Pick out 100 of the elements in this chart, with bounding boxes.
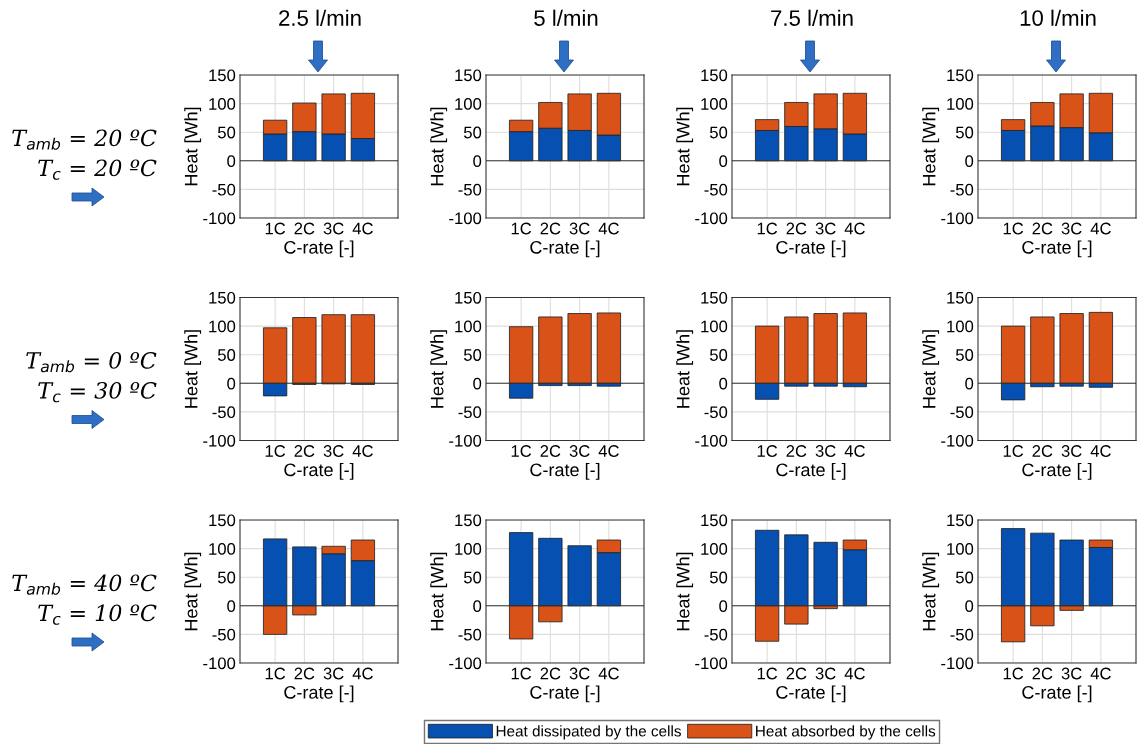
x-tick-label: 3C: [815, 445, 836, 457]
x-tick-label: 4C: [598, 222, 619, 235]
y-tick-label: -50: [212, 628, 236, 641]
x-tick-label: 3C: [323, 222, 344, 235]
y-tick-label: 50: [955, 349, 974, 361]
x-tick-label: 2C: [1032, 222, 1053, 235]
x-tick-label: 1C: [265, 667, 286, 680]
y-tick-label: 0: [473, 155, 482, 167]
legend-label: Heat absorbed by the cells: [756, 725, 936, 740]
x-tick-label: 2C: [786, 222, 807, 235]
x-axis-title: C-rate [-]: [284, 240, 354, 258]
x-tick-label: 3C: [1061, 222, 1082, 235]
y-tick-label: -100: [695, 212, 728, 225]
y-tick-label: -100: [941, 657, 974, 670]
y-tick-label: 150: [947, 291, 974, 304]
y-tick-label: 150: [701, 69, 728, 82]
x-tick-label: 1C: [1003, 445, 1024, 457]
chart-title: 10 l/min: [1020, 9, 1096, 26]
x-tick-label: 1C: [511, 222, 532, 235]
x-axis-title: C-rate [-]: [284, 685, 354, 703]
y-axis-title: Heat [Wh]: [676, 107, 694, 186]
y-tick-label: -50: [704, 628, 728, 641]
x-tick-label: 1C: [265, 222, 286, 235]
y-tick-label: 150: [701, 514, 728, 527]
chart-title: 2.5 l/min: [279, 9, 361, 26]
chart-title: 7.5 l/min: [771, 9, 853, 26]
x-tick-label: 1C: [757, 445, 778, 457]
y-tick-label: 0: [965, 377, 974, 390]
y-tick-label: 150: [209, 291, 236, 304]
x-tick-label: 1C: [757, 222, 778, 235]
x-axis-title: C-rate [-]: [1022, 462, 1092, 480]
y-tick-label: 150: [947, 69, 974, 82]
y-tick-label: 0: [227, 155, 236, 167]
y-axis-title: Heat [Wh]: [430, 330, 448, 408]
text: T$_{amb}$ = 0 ºC: [26, 351, 157, 373]
text: T$_{c}$ = 20 ºC: [38, 159, 157, 180]
y-tick-label: 50: [463, 571, 482, 584]
y-tick-label: 150: [209, 514, 236, 527]
y-tick-label: -100: [941, 434, 974, 447]
text: T$_{c}$ = 30 ºC: [38, 381, 157, 403]
x-tick-label: 4C: [1090, 445, 1111, 457]
y-tick-label: -100: [695, 434, 728, 447]
x-tick-label: 4C: [1090, 222, 1111, 235]
x-tick-label: 4C: [844, 222, 865, 235]
x-tick-label: 4C: [598, 667, 619, 680]
y-axis-title: Heat [Wh]: [430, 107, 448, 186]
y-tick-label: 150: [455, 291, 482, 304]
x-tick-label: 4C: [352, 445, 373, 457]
y-tick-label: -50: [212, 406, 236, 419]
y-axis-title: Heat [Wh]: [676, 552, 694, 631]
y-tick-label: 100: [947, 98, 974, 110]
x-tick-label: 1C: [265, 445, 286, 457]
y-tick-label: 0: [227, 600, 236, 612]
text: T$_{amb}$ = 20 ºC: [12, 129, 157, 150]
x-axis-title: C-rate [-]: [776, 685, 846, 703]
x-axis-title: C-rate [-]: [1022, 685, 1092, 703]
y-tick-label: 100: [947, 543, 974, 555]
y-tick-label: -100: [203, 212, 236, 225]
y-tick-label: 50: [709, 349, 728, 361]
y-tick-label: -100: [449, 657, 482, 670]
y-tick-label: -100: [449, 434, 482, 447]
x-tick-label: 1C: [511, 445, 532, 457]
y-tick-label: -50: [458, 628, 482, 641]
y-tick-label: -50: [950, 406, 974, 419]
y-tick-label: -50: [458, 406, 482, 419]
y-axis-title: Heat [Wh]: [430, 552, 448, 631]
y-tick-label: -100: [203, 434, 236, 447]
y-tick-label: 50: [217, 571, 236, 584]
y-axis-title: Heat [Wh]: [922, 552, 940, 631]
y-tick-label: -50: [212, 183, 236, 196]
y-tick-label: 100: [455, 320, 482, 333]
x-tick-label: 4C: [844, 445, 865, 457]
x-tick-label: 3C: [1061, 445, 1082, 457]
y-axis-title: Heat [Wh]: [184, 552, 202, 631]
y-tick-label: 100: [455, 98, 482, 110]
y-axis-title: Heat [Wh]: [184, 107, 202, 186]
x-tick-label: 1C: [1003, 667, 1024, 680]
text: T$_{c}$ = 10 ºC: [38, 604, 157, 625]
y-tick-label: 0: [719, 600, 728, 612]
y-tick-label: 100: [209, 320, 236, 333]
x-tick-label: 2C: [540, 445, 561, 457]
x-axis-title: C-rate [-]: [1022, 240, 1092, 258]
y-axis-title: Heat [Wh]: [922, 107, 940, 186]
x-tick-label: 4C: [598, 445, 619, 457]
y-axis-title: Heat [Wh]: [676, 330, 694, 408]
y-axis-title: Heat [Wh]: [184, 330, 202, 408]
y-tick-label: 0: [965, 600, 974, 612]
y-tick-label: 100: [209, 543, 236, 555]
y-tick-label: -100: [203, 657, 236, 670]
y-tick-label: 0: [719, 377, 728, 390]
chart-title: 5 l/min: [534, 9, 598, 26]
y-tick-label: 0: [473, 600, 482, 612]
y-tick-label: 100: [701, 98, 728, 110]
y-tick-label: 50: [463, 126, 482, 139]
x-tick-label: 3C: [1061, 667, 1082, 680]
x-tick-label: 2C: [1032, 445, 1053, 457]
y-tick-label: 50: [955, 126, 974, 139]
y-tick-label: 150: [209, 69, 236, 82]
y-tick-label: 50: [217, 349, 236, 361]
y-tick-label: 50: [463, 349, 482, 361]
